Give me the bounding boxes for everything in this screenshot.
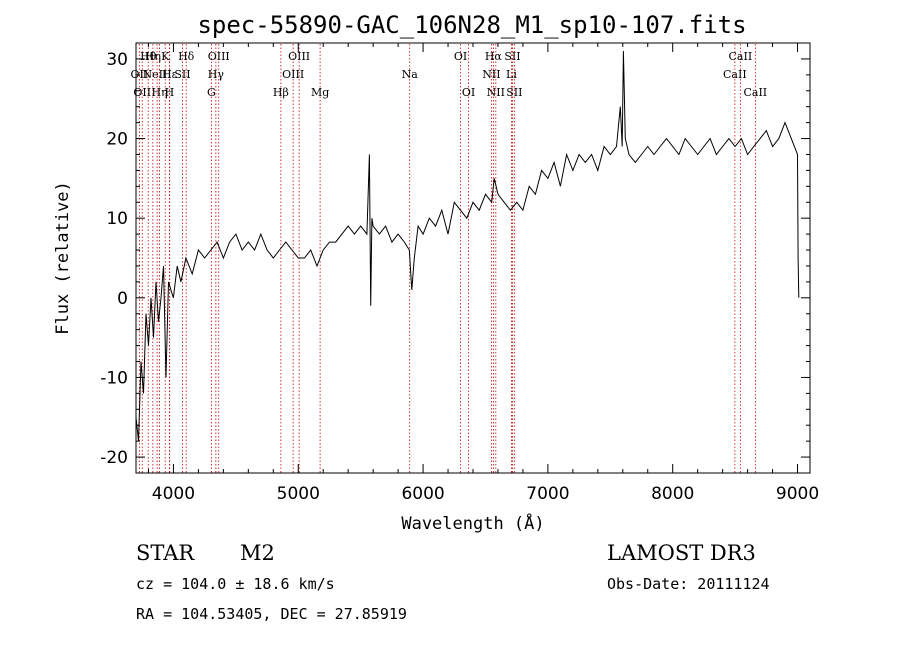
emission-line-label: Hε — [162, 68, 178, 81]
plot-frame — [135, 42, 811, 474]
coordinates: RA = 104.53405, DEC = 27.85919 — [136, 605, 407, 623]
x-axis-ticks: 4000 5000 6000 7000 8000 9000 — [147, 43, 819, 504]
emission-line-label: CaII — [723, 68, 747, 81]
emission-line-label: CaII — [743, 86, 767, 99]
x-tick-label: 8000 — [651, 484, 694, 504]
y-tick-label: 20 — [106, 130, 128, 150]
emission-line-label: Mg — [311, 86, 329, 99]
emission-line-label: CaII — [729, 50, 753, 63]
flux-series-line — [135, 50, 800, 442]
emission-line-label: OI — [462, 86, 475, 99]
y-tick-label: -20 — [100, 448, 128, 468]
emission-line-label: SII — [174, 68, 190, 81]
x-tick-label: 5000 — [277, 484, 320, 504]
y-tick-label: -10 — [100, 368, 128, 388]
emission-line-label: SII — [504, 50, 520, 63]
emission-line-label: Hβ — [273, 86, 289, 99]
emission-line-label: SII — [506, 86, 522, 99]
y-tick-label: 30 — [106, 50, 128, 70]
emission-line-label: OIII — [208, 50, 230, 63]
redshift-cz: cz = 104.0 ± 18.6 km/s — [136, 575, 335, 593]
emission-line-label: Hθ — [140, 50, 157, 63]
emission-line-label: Hγ — [208, 68, 225, 81]
emission-line-label: OIII — [282, 68, 304, 81]
x-tick-label: 7000 — [526, 484, 569, 504]
emission-line-label: NeIII — [143, 68, 172, 81]
emission-line-label: Hη — [151, 86, 167, 99]
chart-title: spec-55890-GAC_106N28_M1_sp10-107.fits — [197, 11, 746, 39]
emission-line-label: Hδ — [178, 50, 195, 63]
object-subclass: M2 — [240, 541, 275, 565]
observation-date: Obs-Date: 20111124 — [607, 575, 770, 593]
object-class: STAR — [136, 541, 195, 565]
y-tick-label: 0 — [117, 289, 128, 309]
emission-line-label: Li — [506, 68, 517, 81]
emission-line-label: OIII — [288, 50, 310, 63]
emission-line-label: Hη — [145, 50, 161, 63]
y-axis-label: Flux (relative) — [53, 181, 73, 335]
x-tick-label: 9000 — [776, 484, 819, 504]
emission-line-markers — [138, 44, 756, 473]
emission-line-label: G — [207, 86, 216, 99]
x-tick-label: 4000 — [152, 484, 195, 504]
emission-line-label: NII — [487, 86, 505, 99]
emission-line-label: OI — [454, 50, 467, 63]
emission-line-label: OII — [133, 86, 151, 99]
y-axis-ticks: -20 -10 0 10 20 30 — [100, 50, 810, 468]
emission-line-labels: OIIOIIHθHηNeIIIHηKHHεSIIHδGHγOIIIHβOIIIO… — [131, 50, 768, 99]
emission-line-label: Na — [402, 68, 419, 81]
survey-name: LAMOST DR3 — [607, 541, 756, 565]
x-tick-label: 6000 — [401, 484, 444, 504]
x-axis-label: Wavelength (Å) — [401, 512, 544, 534]
emission-line-label: K — [161, 50, 170, 63]
y-tick-label: 10 — [106, 209, 128, 229]
emission-line-label: NII — [482, 68, 500, 81]
emission-line-label: Hα — [485, 50, 503, 63]
emission-line-label: H — [165, 86, 175, 99]
